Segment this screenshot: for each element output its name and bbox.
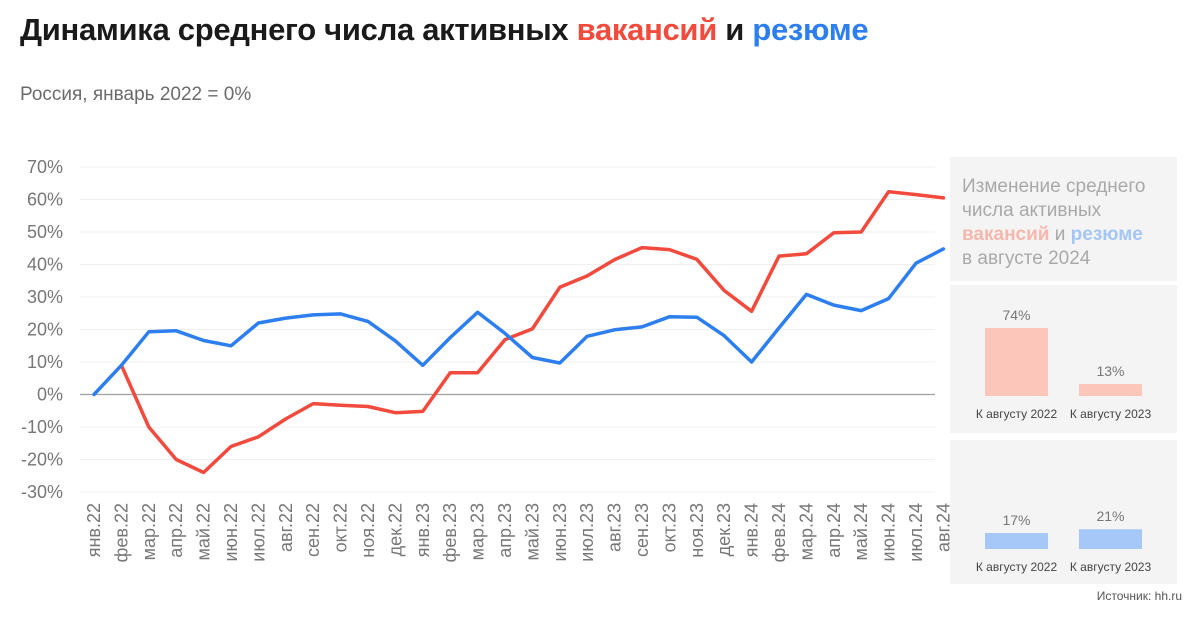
x-tick-label: сен.22	[303, 503, 323, 557]
summary-line-2: числа активных	[962, 200, 1102, 221]
vacancies-bar	[985, 328, 1048, 396]
resumes-bar	[1079, 529, 1142, 549]
summary-text: Изменение среднего числа активных ваканс…	[962, 175, 1187, 271]
summary-line-4: в августе 2024	[962, 248, 1091, 269]
x-tick-label: фев.22	[111, 503, 131, 562]
x-tick-label: июл.23	[577, 503, 597, 562]
x-tick-label: мар.24	[796, 503, 816, 560]
title-and: и	[716, 12, 753, 47]
x-tick-label: мар.23	[468, 503, 488, 560]
resumes-bar-category: К августу 2022	[976, 560, 1058, 574]
x-tick-label: авг.22	[276, 503, 296, 552]
x-tick-label: дек.23	[714, 503, 734, 556]
x-tick-label: июн.24	[879, 503, 899, 562]
title-vacancies: вакансий	[576, 12, 718, 47]
summary-vacancies: вакансий	[962, 224, 1050, 245]
y-tick-label: 60%	[27, 190, 63, 210]
x-tick-label: сен.23	[632, 503, 652, 557]
x-tick-label: апр.24	[824, 503, 844, 558]
y-tick-label: -20%	[21, 450, 63, 470]
resumes-bar-value: 21%	[1096, 508, 1124, 524]
resumes-panel	[950, 440, 1177, 584]
summary-resumes: резюме	[1070, 224, 1143, 245]
vacancies-bar-category: К августу 2022	[976, 407, 1058, 421]
vacancies-bar-value: 74%	[1002, 307, 1030, 323]
x-tick-label: янв.23	[413, 503, 433, 557]
x-tick-label: май.23	[522, 503, 542, 560]
x-tick-label: окт.23	[659, 503, 679, 552]
y-tick-label: 0%	[37, 385, 63, 405]
resumes-bar	[985, 533, 1048, 549]
vacancies-line	[119, 189, 946, 475]
title-prefix: Динамика среднего числа активных	[20, 12, 577, 47]
resumes-line	[92, 247, 946, 397]
chart-title: Динамика среднего числа активных ваканси…	[20, 12, 869, 48]
x-tick-label: авг.23	[605, 503, 625, 552]
y-tick-label: -30%	[21, 482, 63, 502]
x-tick-label: янв.24	[742, 503, 762, 557]
resumes-bar-value: 17%	[1002, 512, 1030, 528]
y-tick-label: 20%	[27, 320, 63, 340]
x-tick-label: июл.24	[906, 503, 926, 562]
summary-line-1: Изменение среднего	[962, 176, 1146, 197]
vacancies-bar-value: 13%	[1096, 363, 1124, 379]
summary-panel	[950, 157, 1177, 281]
y-tick-label: 50%	[27, 222, 63, 242]
x-tick-label: янв.22	[84, 503, 104, 557]
y-tick-label: 70%	[27, 157, 63, 177]
x-tick-label: июн.23	[550, 503, 570, 562]
x-tick-label: фев.24	[769, 503, 789, 562]
title-resumes: резюме	[752, 12, 869, 47]
resumes-bar-category: К августу 2023	[1070, 560, 1152, 574]
vacancies-bar	[1079, 384, 1142, 396]
x-tick-label: апр.23	[495, 503, 515, 558]
x-tick-label: ноя.22	[358, 503, 378, 558]
summary-and: и	[1049, 224, 1071, 245]
x-tick-label: окт.22	[331, 503, 351, 552]
x-tick-label: июл.22	[248, 503, 268, 562]
x-tick-label: авг.24	[933, 503, 953, 552]
y-tick-label: 30%	[27, 287, 63, 307]
source-note: Источник: hh.ru	[1096, 589, 1182, 603]
x-tick-label: фев.23	[440, 503, 460, 562]
x-tick-label: июн.22	[221, 503, 241, 562]
y-tick-label: -10%	[21, 417, 63, 437]
x-tick-label: май.22	[194, 503, 214, 560]
y-tick-label: 40%	[27, 255, 63, 275]
y-tick-label: 10%	[27, 352, 63, 372]
x-tick-label: дек.22	[385, 503, 405, 556]
x-tick-label: май.24	[851, 503, 871, 560]
x-tick-label: ноя.23	[687, 503, 707, 558]
x-tick-label: мар.22	[139, 503, 159, 560]
chart-subtitle: Россия, январь 2022 = 0%	[20, 84, 252, 105]
vacancies-bar-category: К августу 2023	[1070, 407, 1152, 421]
x-tick-label: апр.22	[166, 503, 186, 558]
